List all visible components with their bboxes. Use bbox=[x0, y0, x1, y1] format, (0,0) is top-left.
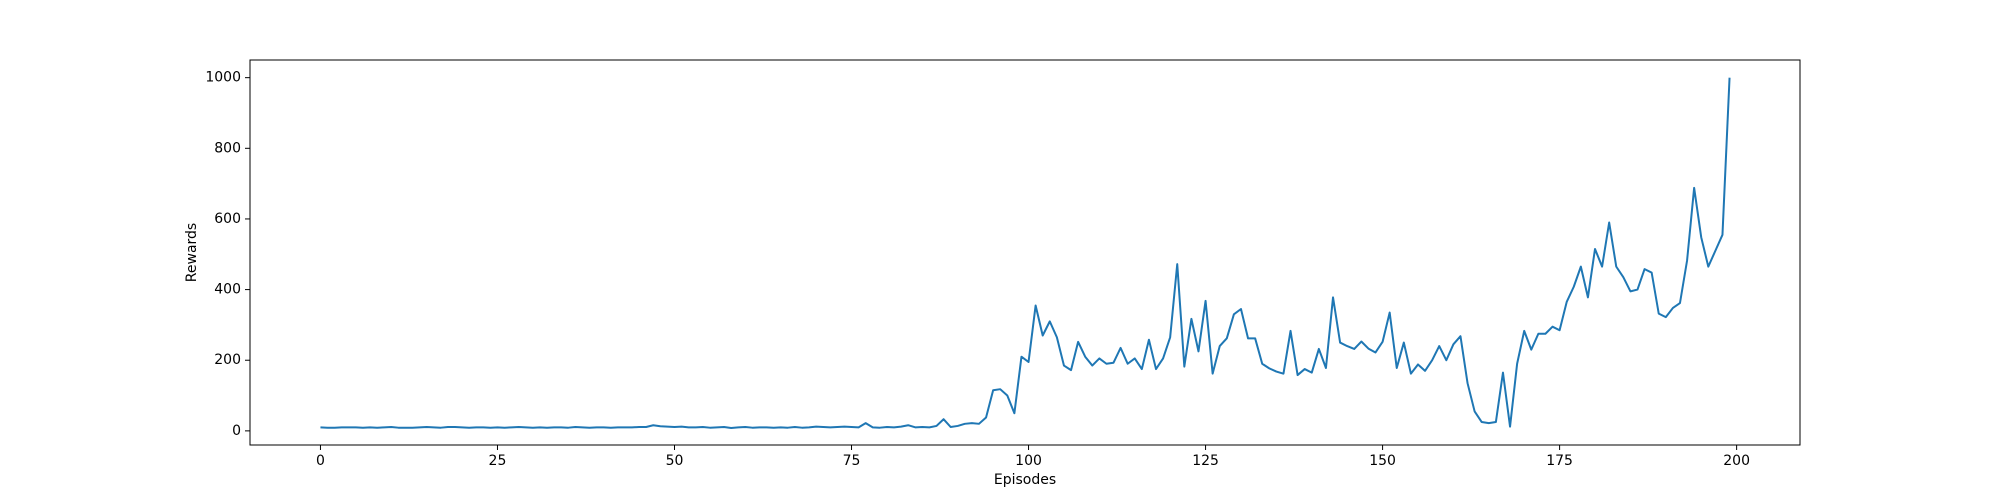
x-tick-label: 150 bbox=[1369, 453, 1396, 469]
y-tick-label: 0 bbox=[232, 423, 241, 439]
x-tick-label: 125 bbox=[1192, 453, 1219, 469]
x-tick-label: 200 bbox=[1723, 453, 1750, 469]
y-tick-label: 800 bbox=[214, 140, 241, 156]
y-tick-label: 200 bbox=[214, 352, 241, 368]
y-tick-label: 400 bbox=[214, 282, 241, 298]
x-tick-label: 175 bbox=[1546, 453, 1573, 469]
data-line bbox=[320, 77, 1731, 430]
plot-frame bbox=[249, 59, 1801, 446]
y-tick-label: 1000 bbox=[205, 70, 241, 86]
x-tick-label: 0 bbox=[316, 453, 325, 469]
x-tick-label: 75 bbox=[843, 453, 861, 469]
y-tick-label: 600 bbox=[214, 211, 241, 227]
x-tick-label: 100 bbox=[1015, 453, 1042, 469]
x-axis-label: Episodes bbox=[994, 472, 1056, 488]
x-tick-label: 50 bbox=[666, 453, 684, 469]
x-tick-label: 25 bbox=[489, 453, 507, 469]
y-axis-label: Rewards bbox=[184, 223, 200, 282]
